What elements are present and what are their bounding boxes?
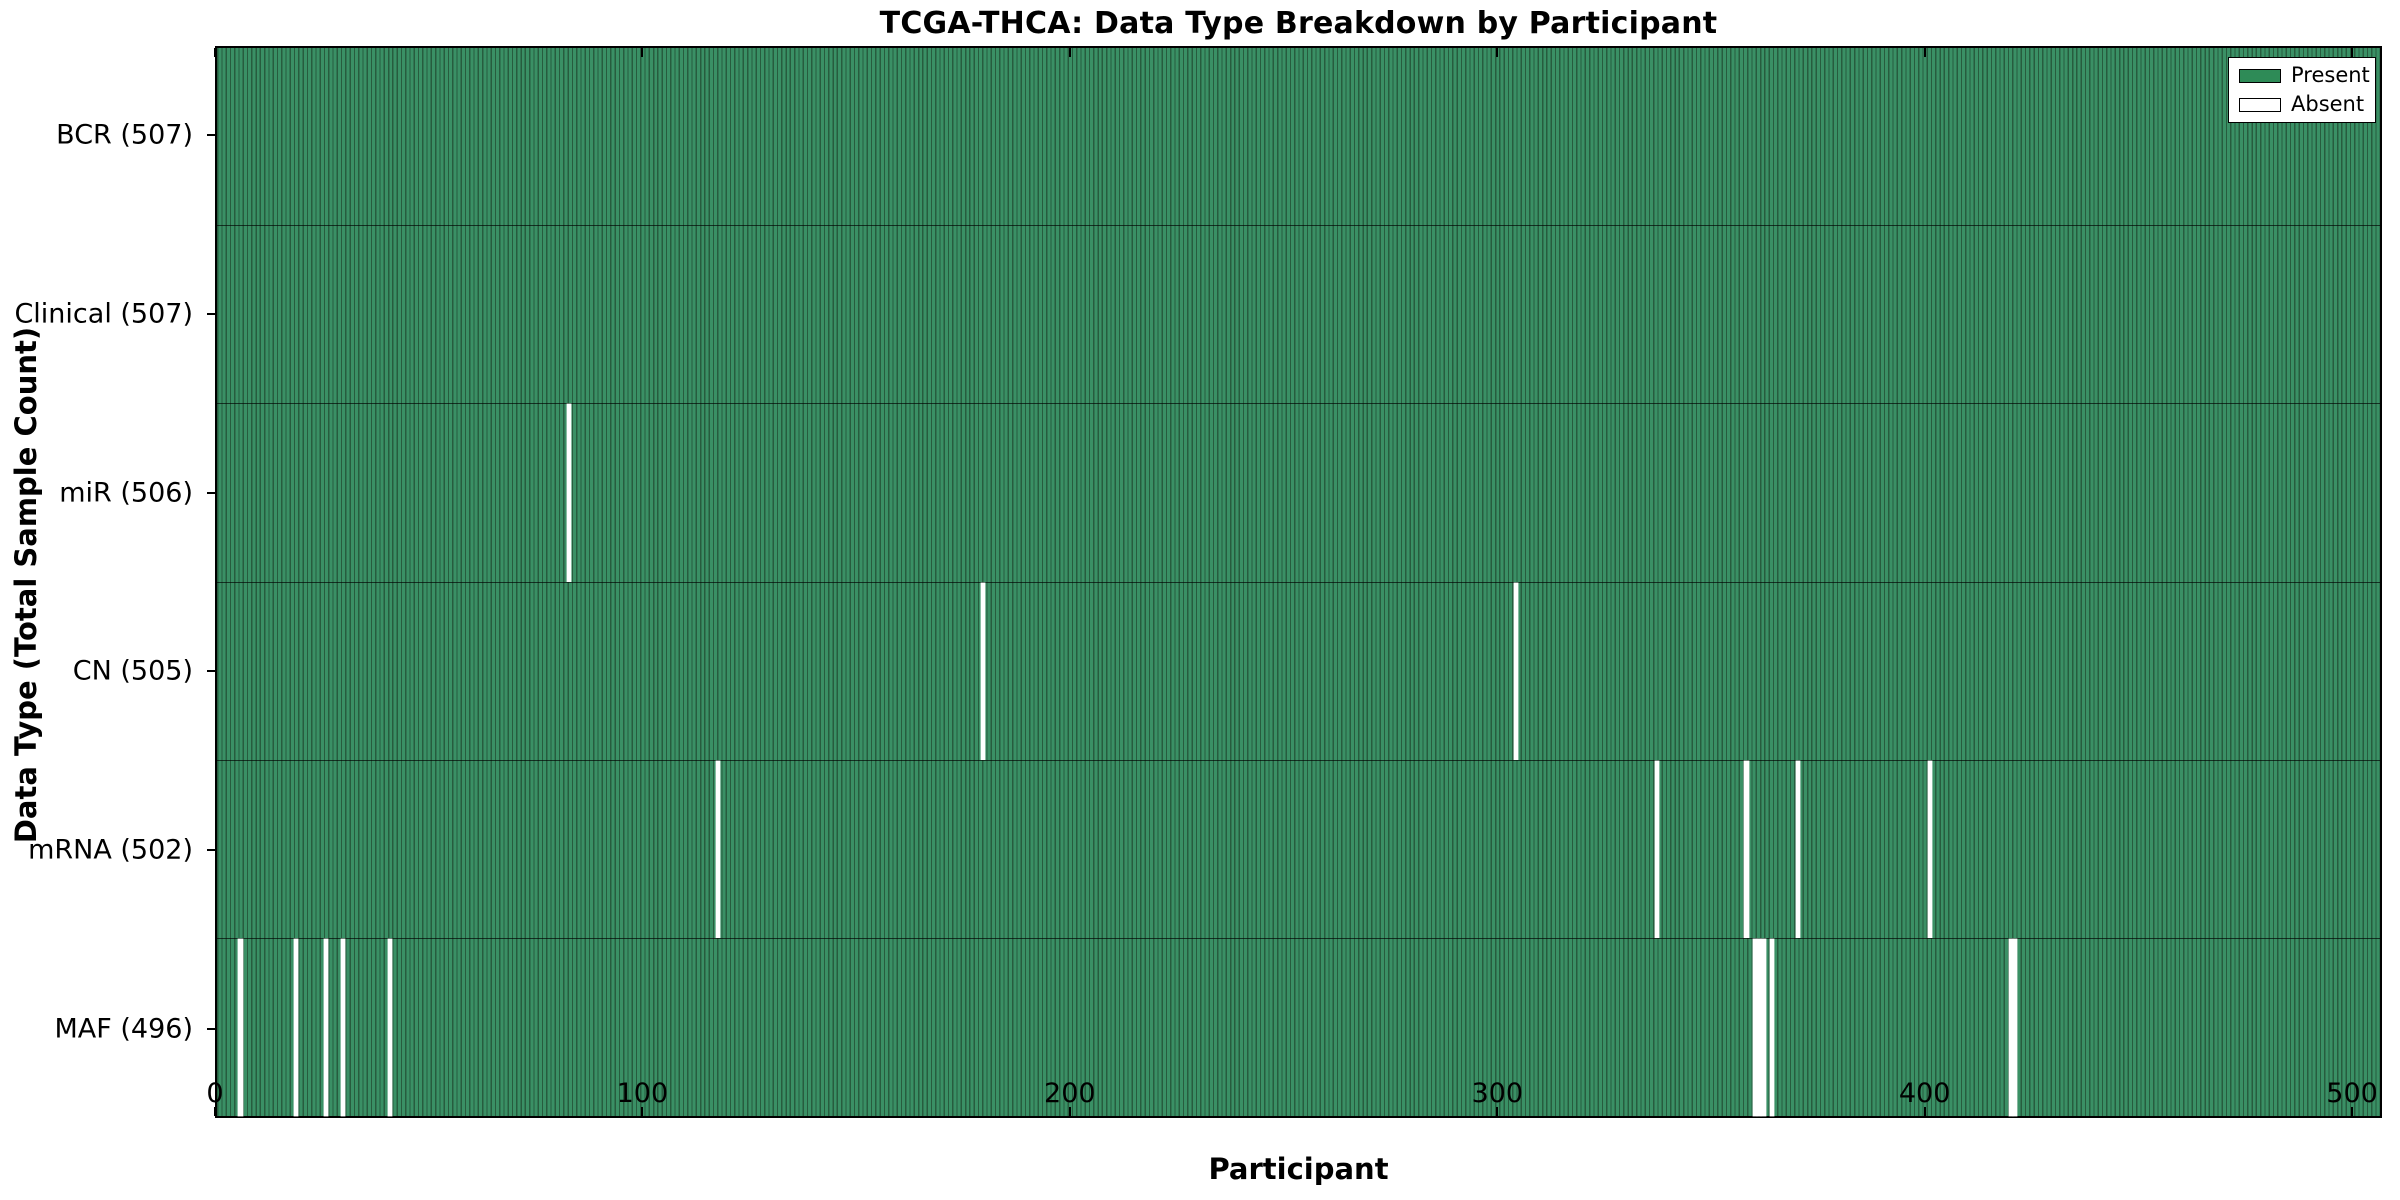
absent-bar xyxy=(566,404,572,582)
absent-bar xyxy=(1654,760,1659,938)
row-band-miR xyxy=(217,403,2380,582)
y-tick-mark xyxy=(207,134,216,137)
absent-bar xyxy=(1795,760,1800,938)
row-container xyxy=(217,48,2380,1117)
y-tick-label: BCR (507) xyxy=(56,119,193,151)
absent-bar xyxy=(293,938,299,1117)
y-tick-mark xyxy=(207,670,216,673)
x-tick-label: 400 xyxy=(1898,1078,1951,1109)
x-tick-mark xyxy=(214,48,216,57)
x-tick-label: 0 xyxy=(206,1078,224,1109)
row-band-CN xyxy=(217,581,2380,760)
legend-swatch-present-icon xyxy=(2239,68,2281,83)
absent-bar xyxy=(1752,938,1758,1117)
x-axis-title: Participant xyxy=(1208,1152,1389,1186)
x-tick-mark xyxy=(2351,1107,2354,1116)
x-tick-mark xyxy=(1923,48,1926,57)
x-tick-mark xyxy=(641,1107,644,1116)
legend-label-absent: Absent xyxy=(2291,92,2365,116)
y-tick-label: CN (505) xyxy=(72,655,193,687)
x-tick-mark xyxy=(1496,48,1499,57)
x-tick-mark xyxy=(214,1107,216,1116)
legend: Present Absent xyxy=(2228,57,2376,123)
plot-area xyxy=(215,46,2382,1118)
absent-bar xyxy=(980,582,985,760)
y-tick-mark xyxy=(207,313,216,315)
y-tick-label: mRNA (502) xyxy=(28,834,193,866)
x-tick-mark xyxy=(1496,1107,1499,1116)
x-tick-mark xyxy=(2351,48,2354,57)
absent-bar xyxy=(1761,938,1766,1117)
x-tick-mark xyxy=(641,48,644,57)
absent-bar xyxy=(1513,582,1519,760)
row-band-BCR xyxy=(217,48,2380,226)
legend-label-present: Present xyxy=(2291,63,2370,87)
absent-bar xyxy=(1757,938,1762,1117)
absent-bar xyxy=(2008,938,2014,1117)
y-tick-mark xyxy=(207,849,216,851)
chart-title: TCGA-THCA: Data Type Breakdown by Partic… xyxy=(879,6,1718,41)
y-axis-labels: BCR (507) Clinical (507) miR (506) CN (505)… xyxy=(0,46,205,1118)
absent-bar xyxy=(1744,760,1749,938)
absent-bar xyxy=(1927,760,1933,938)
y-tick-mark xyxy=(207,1027,216,1030)
x-tick-mark xyxy=(1068,48,1071,57)
x-tick-label: 100 xyxy=(616,1078,669,1109)
x-tick-label: 500 xyxy=(2326,1078,2378,1109)
y-tick-label: MAF (496) xyxy=(54,1013,193,1045)
legend-entry-absent: Absent xyxy=(2239,94,2365,115)
x-axis-ticks xyxy=(214,46,2382,1118)
legend-swatch-absent-icon xyxy=(2239,97,2281,112)
y-tick-mark xyxy=(207,491,216,494)
absent-bar xyxy=(238,938,243,1117)
absent-bar xyxy=(1769,938,1775,1117)
x-tick-label: 300 xyxy=(1471,1078,1524,1109)
absent-bar xyxy=(2013,938,2018,1117)
row-band-Clinical xyxy=(217,225,2380,404)
absent-bar xyxy=(323,938,328,1117)
absent-bar xyxy=(387,938,392,1117)
row-band-mRNA xyxy=(217,759,2380,938)
absent-bar xyxy=(716,760,721,938)
row-band-MAF xyxy=(217,937,2380,1117)
x-tick-label: 200 xyxy=(1044,1078,1096,1109)
absent-bar xyxy=(340,938,345,1117)
legend-entry-present: Present xyxy=(2239,65,2370,86)
y-tick-label: miR (506) xyxy=(59,477,193,509)
x-tick-mark xyxy=(1923,1107,1926,1116)
x-tick-mark xyxy=(1068,1107,1071,1116)
y-tick-label: Clinical (507) xyxy=(14,298,193,330)
